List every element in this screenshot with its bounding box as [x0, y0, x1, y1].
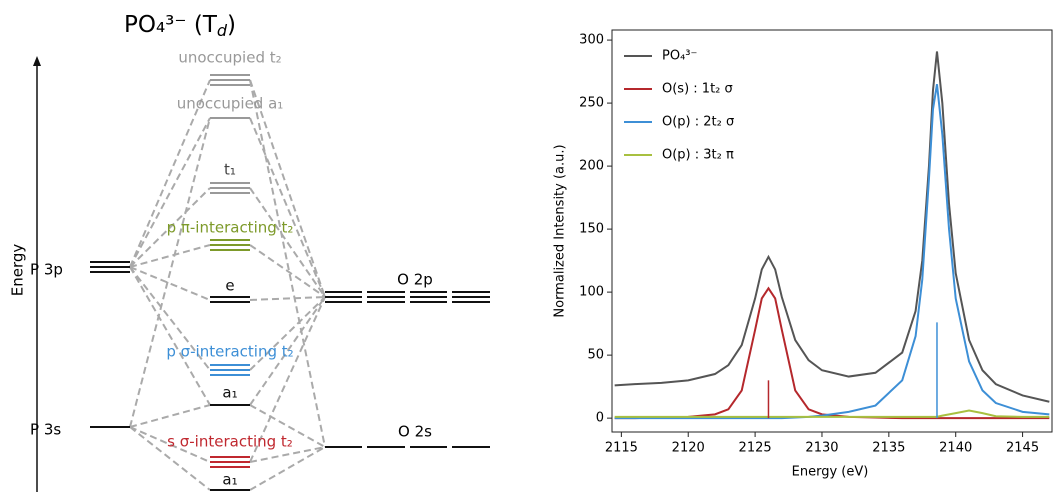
- level-label: unoccupied t₂: [178, 49, 281, 67]
- level-label: t₁: [224, 161, 236, 179]
- x-tick-label: 2125: [739, 441, 772, 456]
- level-label: p σ-interacting t₂: [166, 343, 293, 361]
- legend-label: O(s) : 1t₂ σ: [662, 82, 733, 97]
- y-tick-label: 100: [579, 285, 604, 300]
- x-tick-label: 2120: [672, 441, 705, 456]
- level-label: p π-interacting t₂: [167, 219, 294, 237]
- title-part: d: [217, 21, 228, 40]
- legend-label: O(p) : 3t₂ π: [662, 148, 734, 163]
- series-line: [614, 409, 1050, 418]
- series-line: [614, 84, 1050, 420]
- levels: [90, 74, 490, 491]
- level-label: e: [225, 277, 234, 295]
- x-tick-label: 2145: [1006, 441, 1039, 456]
- level-label: P 3p: [30, 261, 63, 279]
- legend-label: O(p) : 2t₂ σ: [662, 115, 734, 130]
- diagram-title: PO₄³⁻ (Td): [124, 12, 236, 40]
- mo-diagram: PO₄³⁻ (Td) Energy P 3p P 3s O 2p O 2s un…: [9, 12, 490, 492]
- y-tick-label: 200: [579, 159, 604, 174]
- level-label: unoccupied a₁: [177, 95, 284, 113]
- dashed-connections: [129, 79, 326, 491]
- level-label: O 2s: [398, 423, 432, 441]
- title-part: PO₄³⁻ (T: [124, 12, 218, 38]
- level-label: O 2p: [397, 271, 433, 289]
- legend-label: PO₄³⁻: [662, 49, 697, 64]
- energy-label: Energy: [9, 244, 27, 297]
- plot-frame: [611, 29, 1053, 433]
- x-tick-label: 2115: [605, 441, 638, 456]
- level-label: s σ-interacting t₂: [167, 433, 293, 451]
- spectrum-chart: Energy (eV) Normalized Intensity (a.u.) …: [553, 29, 1053, 480]
- y-tick-label: 50: [587, 348, 604, 363]
- series-line: [614, 51, 1050, 403]
- level-label: a₁: [222, 384, 237, 402]
- level-label: a₁: [222, 471, 237, 489]
- y-axis-label: Normalized Intensity (a.u.): [553, 144, 568, 317]
- title-part: ): [227, 12, 236, 38]
- x-tick-label: 2140: [939, 441, 972, 456]
- y-tick-label: 0: [596, 411, 604, 426]
- x-axis-label: Energy (eV): [792, 465, 869, 480]
- y-tick-label: 300: [579, 33, 604, 48]
- x-tick-label: 2135: [872, 441, 905, 456]
- series-line: [614, 286, 1050, 420]
- energy-arrow: [33, 56, 41, 66]
- level-label: P 3s: [30, 421, 61, 439]
- x-tick-label: 2130: [805, 441, 838, 456]
- y-tick-label: 150: [579, 222, 604, 237]
- y-tick-label: 250: [579, 96, 604, 111]
